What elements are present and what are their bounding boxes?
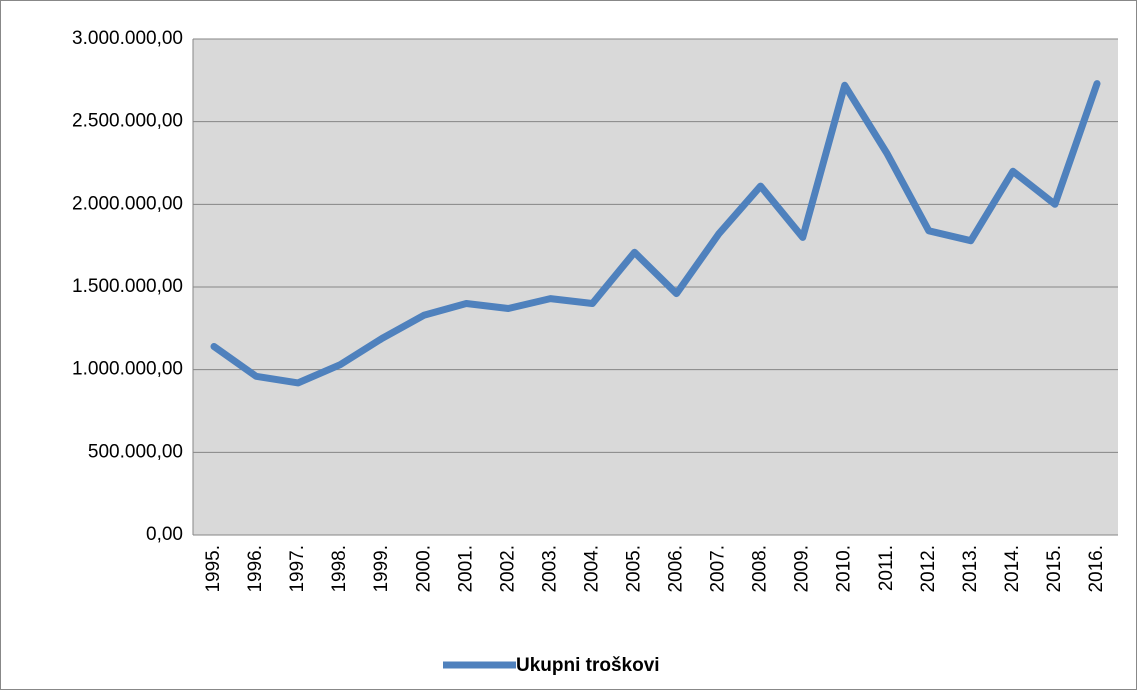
x-tick-label: 2013. xyxy=(960,545,981,593)
x-tick-label: 1996. xyxy=(245,545,266,593)
x-tick-label: 2010. xyxy=(834,545,855,593)
x-tick-label: 1995. xyxy=(203,545,224,593)
x-tick-label: 1998. xyxy=(329,545,350,593)
y-tick-label: 0,00 xyxy=(146,524,183,545)
data-line xyxy=(210,80,1101,387)
y-tick-label: 2.000.000,00 xyxy=(72,193,183,214)
y-tick-label: 1.000.000,00 xyxy=(72,359,183,380)
x-tick-label: 2011. xyxy=(876,545,897,591)
legend-label: Ukupni troškovi xyxy=(516,655,660,676)
x-tick-label: 2000. xyxy=(413,545,434,593)
x-tick-label: 1997. xyxy=(287,545,308,593)
y-tick-label: 500.000,00 xyxy=(88,441,183,462)
y-tick-label: 3.000.000,00 xyxy=(72,28,183,49)
x-tick-label: 2014. xyxy=(1002,545,1023,593)
x-tick-label: 2015. xyxy=(1044,545,1065,593)
x-tick-label: 2001. xyxy=(455,545,476,593)
x-tick-label: 2005. xyxy=(623,545,644,593)
x-tick-label: 2006. xyxy=(666,545,687,593)
x-tick-label: 2004. xyxy=(581,545,602,593)
x-tick-label: 2002. xyxy=(497,545,518,593)
x-tick-label: 2012. xyxy=(918,545,939,593)
y-tick-label: 2.500.000,00 xyxy=(72,111,183,132)
x-tick-label: 1999. xyxy=(371,545,392,593)
x-tick-label: 2003. xyxy=(539,545,560,593)
x-tick-label: 2007. xyxy=(708,545,729,593)
x-tick-label: 2009. xyxy=(792,545,813,593)
x-tick-label: 2008. xyxy=(750,545,771,593)
y-tick-label: 1.500.000,00 xyxy=(72,276,183,297)
x-tick-label: 2016. xyxy=(1086,545,1107,593)
